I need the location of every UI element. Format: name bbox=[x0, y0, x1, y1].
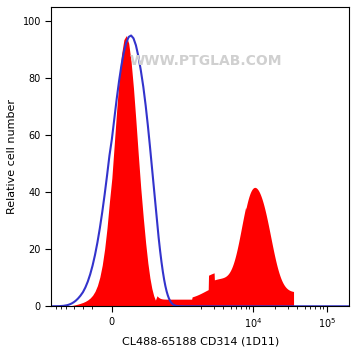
Text: WWW.PTGLAB.COM: WWW.PTGLAB.COM bbox=[130, 54, 282, 68]
X-axis label: CL488-65188 CD314 (1D11): CL488-65188 CD314 (1D11) bbox=[121, 336, 279, 346]
Y-axis label: Relative cell number: Relative cell number bbox=[7, 99, 17, 214]
